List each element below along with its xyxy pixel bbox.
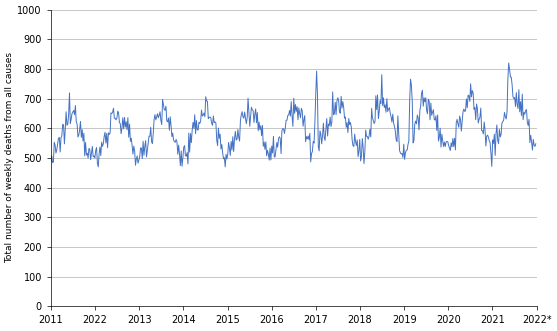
Y-axis label: Total number of weekly deaths from all causes: Total number of weekly deaths from all c… [6,53,14,263]
